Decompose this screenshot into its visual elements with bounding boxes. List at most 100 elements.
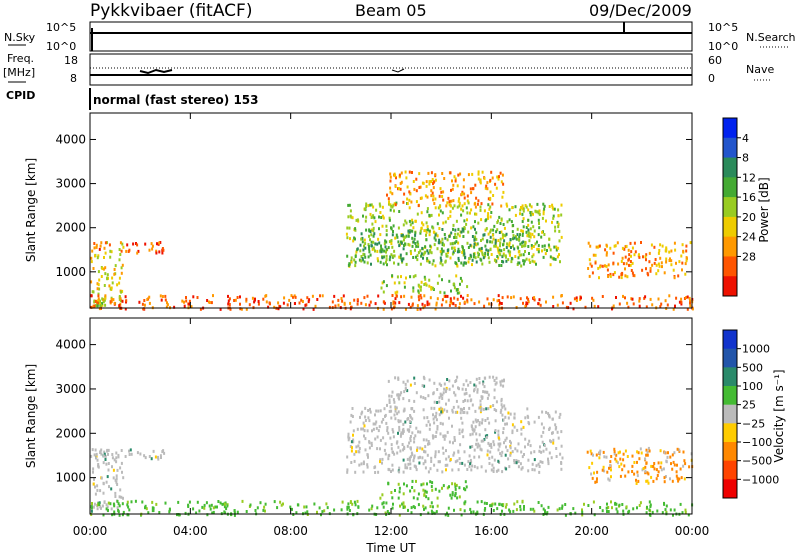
data-cell — [102, 481, 105, 485]
data-cell — [426, 416, 429, 420]
data-cell — [685, 244, 688, 248]
data-cell — [444, 294, 447, 298]
data-cell — [301, 300, 304, 303]
data-cell — [381, 281, 384, 285]
data-cell — [631, 246, 634, 250]
data-cell — [471, 258, 474, 262]
data-cell — [552, 207, 555, 211]
data-cell — [381, 457, 384, 461]
data-cell — [304, 303, 307, 307]
data-cell — [103, 256, 105, 259]
data-cell — [245, 299, 248, 303]
data-cell — [668, 294, 671, 298]
data-cell — [524, 445, 526, 449]
colorbar-tick-label: 4 — [742, 132, 749, 145]
data-cell — [480, 439, 483, 443]
data-cell — [98, 301, 101, 305]
data-cell — [403, 281, 406, 285]
data-cell — [543, 207, 546, 211]
data-cell — [356, 499, 359, 503]
data-cell — [558, 415, 561, 419]
data-cell — [346, 236, 349, 240]
data-cell — [472, 420, 475, 424]
data-cell — [447, 216, 450, 220]
data-cell — [414, 434, 417, 438]
data-cell — [362, 460, 365, 464]
data-cell — [476, 466, 479, 470]
data-cell — [486, 214, 489, 218]
data-cell — [441, 211, 444, 215]
data-cell — [402, 397, 405, 401]
data-cell — [406, 197, 409, 201]
data-cell — [680, 302, 683, 306]
data-cell — [391, 274, 394, 278]
data-cell — [542, 449, 545, 453]
data-cell — [669, 477, 671, 481]
data-cell — [609, 246, 612, 250]
data-cell — [453, 296, 456, 300]
data-cell — [588, 466, 591, 470]
data-cell — [611, 506, 613, 510]
data-cell — [535, 464, 538, 468]
data-cell — [419, 231, 422, 235]
data-cell — [498, 502, 501, 506]
data-cell — [494, 259, 497, 262]
data-cell — [445, 388, 448, 392]
data-cell — [440, 247, 443, 251]
data-cell — [387, 457, 390, 461]
data-cell — [602, 450, 605, 454]
data-cell — [612, 261, 615, 265]
data-cell — [419, 395, 422, 399]
data-cell — [494, 182, 497, 186]
data-cell — [613, 450, 616, 454]
data-cell — [94, 492, 97, 496]
data-cell — [430, 251, 433, 255]
data-cell — [435, 411, 438, 415]
data-cell — [502, 182, 505, 186]
data-cell — [383, 448, 386, 452]
data-cell — [454, 249, 456, 252]
data-cell — [451, 491, 454, 495]
data-cell — [636, 450, 639, 454]
data-cell — [477, 199, 480, 203]
data-cell — [422, 408, 425, 412]
data-cell — [192, 295, 195, 299]
data-cell — [450, 496, 453, 500]
data-cell — [476, 388, 479, 392]
data-cell — [499, 383, 502, 387]
data-cell — [463, 392, 466, 396]
data-cell — [475, 231, 478, 235]
data-cell — [387, 467, 390, 471]
data-cell — [409, 223, 412, 227]
data-cell — [354, 264, 357, 268]
data-cell — [531, 259, 534, 263]
data-cell — [484, 428, 487, 432]
data-cell — [616, 461, 619, 465]
data-cell — [671, 467, 674, 471]
data-cell — [668, 250, 671, 254]
y-tick-label: 2000 — [55, 426, 86, 440]
data-cell — [637, 479, 640, 483]
data-cell — [426, 303, 429, 307]
data-cell — [425, 495, 428, 499]
data-cell — [367, 255, 370, 259]
data-cell — [439, 209, 442, 213]
data-cell — [333, 294, 336, 298]
data-cell — [403, 285, 406, 289]
data-cell — [98, 307, 101, 311]
data-cell — [379, 458, 382, 462]
data-cell — [465, 391, 468, 395]
data-cell — [404, 219, 407, 223]
data-cell — [493, 458, 496, 462]
data-cell — [689, 304, 692, 308]
data-cell — [398, 428, 401, 432]
data-cell — [632, 273, 635, 277]
data-cell — [452, 241, 455, 245]
data-cell — [455, 236, 458, 240]
data-cell — [621, 256, 624, 260]
data-cell — [687, 513, 690, 517]
data-cell — [445, 457, 448, 461]
data-cell — [459, 407, 462, 411]
data-cell — [390, 227, 393, 231]
